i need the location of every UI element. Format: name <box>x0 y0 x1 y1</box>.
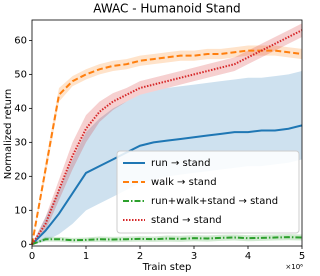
series-line <box>31 49 303 245</box>
y-tick-label: 50 <box>14 69 27 80</box>
y-tick-label: 20 <box>14 171 27 182</box>
x-multiplier: ×10⁶ <box>285 263 303 271</box>
legend-label: run+walk+stand → stand <box>151 196 278 207</box>
confidence-band <box>32 23 302 245</box>
x-axis-label: Train step <box>142 262 192 273</box>
chart-title: AWAC - Humanoid Stand <box>93 2 240 16</box>
y-tick-label: 0 <box>21 239 27 250</box>
y-tick-label: 10 <box>14 205 27 216</box>
series-line <box>31 29 303 245</box>
plot-frame <box>31 19 303 247</box>
legend-label: run → stand <box>151 158 210 169</box>
x-tick-label: 1 <box>83 251 89 262</box>
chart: AWAC - Humanoid Stand Train step Normali… <box>3 2 305 274</box>
x-tick-label: 5 <box>299 251 305 262</box>
y-tick-label: 30 <box>14 137 27 148</box>
x-tick-label: 2 <box>137 251 143 262</box>
x-tick-label: 3 <box>191 251 197 262</box>
legend-label: stand → stand <box>151 215 222 226</box>
y-tick-label: 40 <box>14 103 27 114</box>
x-tick-label: 4 <box>245 251 251 262</box>
legend-box <box>116 150 300 234</box>
legend-label: walk → stand <box>151 177 217 188</box>
series-line <box>31 124 303 246</box>
y-tick-label: 60 <box>14 35 27 46</box>
x-tick-label: 0 <box>29 251 35 262</box>
y-axis-label: Normalized return <box>3 89 14 179</box>
